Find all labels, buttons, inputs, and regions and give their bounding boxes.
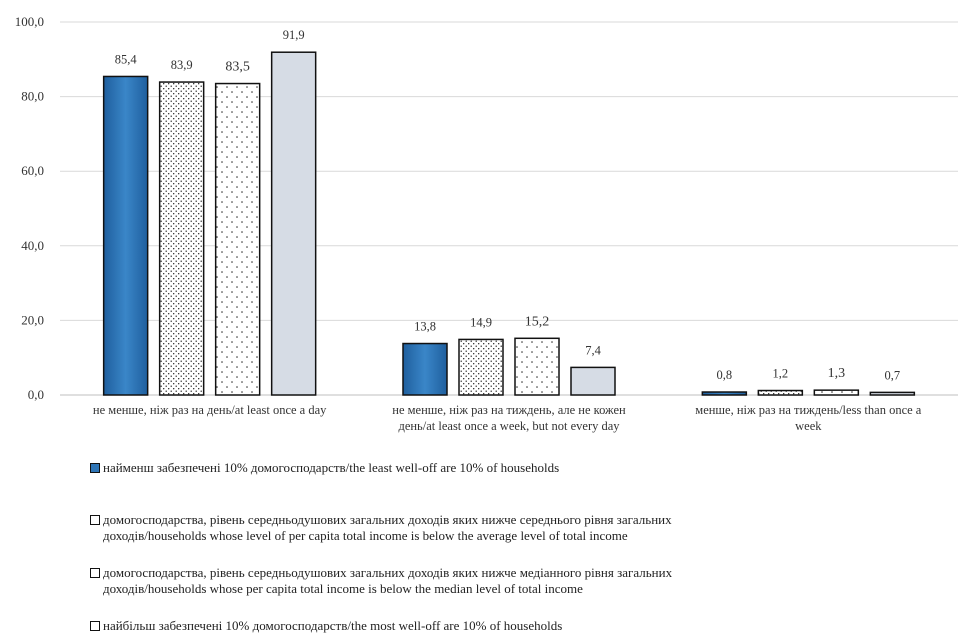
- bar: [158, 81, 205, 396]
- x-category-label: менше, ніж раз на тиждень/less than once…: [695, 403, 922, 433]
- y-tick-label: 80,0: [21, 89, 44, 104]
- data-label: 0,7: [885, 368, 901, 382]
- legend-swatch: [90, 621, 100, 631]
- legend-label: найбільш забезпечені 10% домогосподарств…: [103, 618, 562, 634]
- grid-lines: [60, 21, 958, 396]
- legend-label-line: доходів/households whose level of per ca…: [103, 528, 628, 543]
- bar: [214, 82, 261, 396]
- data-label: 7,4: [585, 343, 601, 357]
- legend-label-line: найменш забезпечені 10% домогосподарств/…: [103, 460, 560, 475]
- legend-label: домогосподарства, рівень середньодушових…: [103, 565, 672, 597]
- legend-item: найбільш забезпечені 10% домогосподарств…: [90, 618, 562, 634]
- data-label: 1,2: [773, 367, 789, 381]
- data-label: 83,9: [171, 58, 193, 72]
- data-labels: 85,4 83,9 83,5 91,9 13,8 14,9 15,2 7,4 0,8 1,2 1,3…: [115, 28, 900, 382]
- y-tick-label: 60,0: [21, 163, 44, 178]
- y-tick-label: 100,0: [15, 14, 44, 29]
- data-label: 1,3: [828, 366, 846, 381]
- bar: [570, 366, 616, 396]
- legend-item: домогосподарства, рівень середньодушових…: [90, 512, 672, 544]
- data-label: 14,9: [470, 315, 492, 329]
- legend-label-line: найбільш забезпечені 10% домогосподарств…: [103, 618, 563, 633]
- x-category-label: не менше, ніж раз на день/at least once …: [93, 403, 327, 417]
- y-tick-label: 40,0: [21, 238, 44, 253]
- legend-swatch: [90, 515, 100, 525]
- data-label: 91,9: [283, 28, 305, 42]
- legend-label: домогосподарства, рівень середньодушових…: [103, 512, 672, 544]
- x-axis: не менше, ніж раз на день/at least once …: [93, 403, 922, 433]
- bar-chart: 0,0 20,0 40,0 60,0 80,0 100,0 85,4 83,9 83,5 91,…: [15, 14, 958, 433]
- legend-item: найменш забезпечені 10% домогосподарств/…: [90, 460, 559, 476]
- data-label: 0,8: [717, 368, 733, 382]
- bar: [402, 342, 448, 396]
- legend-label: найменш забезпечені 10% домогосподарств/…: [103, 460, 559, 476]
- legend-item: домогосподарства, рівень середньодушових…: [90, 565, 672, 597]
- y-tick-label: 0,0: [28, 387, 44, 402]
- bar: [102, 75, 149, 396]
- bars: [102, 51, 916, 396]
- bar: [869, 391, 916, 396]
- bar: [270, 51, 317, 396]
- legend-label-line: домогосподарства, рівень середньодушових…: [103, 565, 673, 580]
- bar: [514, 337, 560, 396]
- data-label: 13,8: [414, 320, 436, 334]
- bar: [757, 389, 804, 396]
- data-label: 83,5: [225, 60, 250, 75]
- bar: [701, 391, 748, 396]
- legend-swatch: [90, 568, 100, 578]
- bar: [813, 389, 860, 396]
- y-tick-label: 20,0: [21, 312, 44, 327]
- data-label: 15,2: [525, 314, 550, 329]
- bar: [458, 338, 504, 396]
- legend-label-line: домогосподарства, рівень середньодушових…: [103, 512, 672, 527]
- legend-swatch: [90, 463, 100, 473]
- data-label: 85,4: [115, 52, 138, 66]
- x-category-label: не менше, ніж раз на тиждень, але не кож…: [392, 403, 626, 433]
- legend-label-line: доходів/households whose per capita tota…: [103, 581, 583, 596]
- y-axis: 0,0 20,0 40,0 60,0 80,0 100,0: [15, 14, 44, 402]
